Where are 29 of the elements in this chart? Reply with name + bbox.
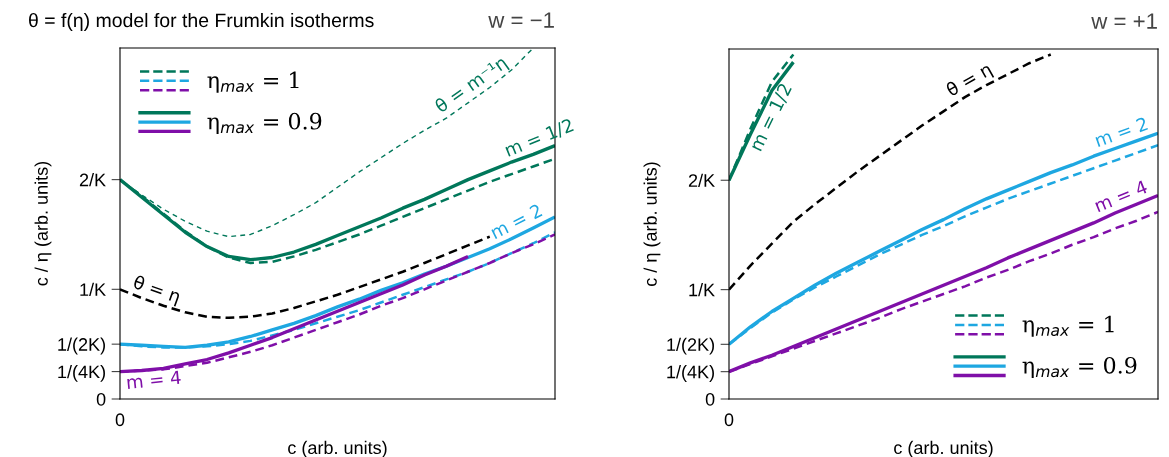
legend-label: η$_{max}$ = 0.9 <box>1022 356 1137 378</box>
legend-label: η$_{max}$ = 1 <box>207 71 299 93</box>
y-tick-label: 1/(4K) <box>58 365 105 382</box>
y-tick-label: 2/K <box>688 173 715 187</box>
y-axis-title: c / η (arb. units) <box>643 162 661 286</box>
y-tick-label: 0 <box>96 392 106 406</box>
y-tick-label: 1/K <box>689 283 715 297</box>
annotation: θ = η <box>131 274 182 307</box>
legend-label: η$_{max}$ = 1 <box>1022 315 1114 337</box>
annotation: θ = η <box>944 61 995 100</box>
annotation: m = 2 <box>1094 116 1148 147</box>
y-tick-label: 0 <box>705 392 715 406</box>
annotation: m = 4 <box>126 370 182 389</box>
annotation: m = 2 <box>489 203 543 239</box>
y-tick-label: 1/(4K) <box>667 365 714 382</box>
y-axis-title: c / η (arb. units) <box>34 161 52 286</box>
y-tick-label: 1/K <box>80 282 106 297</box>
y-tick-label: 1/(2K) <box>667 337 714 355</box>
x-axis-title: c (arb. units) <box>288 440 387 457</box>
x-axis-title: c (arb. units) <box>894 440 993 457</box>
y-tick-label: 1/(2K) <box>58 337 105 355</box>
annotation: m = 1/2 <box>504 118 575 159</box>
chart-subtitle: w = −1 <box>488 12 554 28</box>
chart-subtitle: w = +1 <box>1091 13 1157 29</box>
legend-label: η$_{max}$ = 0.9 <box>207 112 322 134</box>
annotation: m = 1/2 <box>748 82 794 153</box>
y-tick-label: 2/K <box>79 173 106 187</box>
chart-title: θ = f(η) model for the Frumkin isotherms <box>29 12 374 32</box>
annotation: m = 4 <box>1093 179 1149 213</box>
